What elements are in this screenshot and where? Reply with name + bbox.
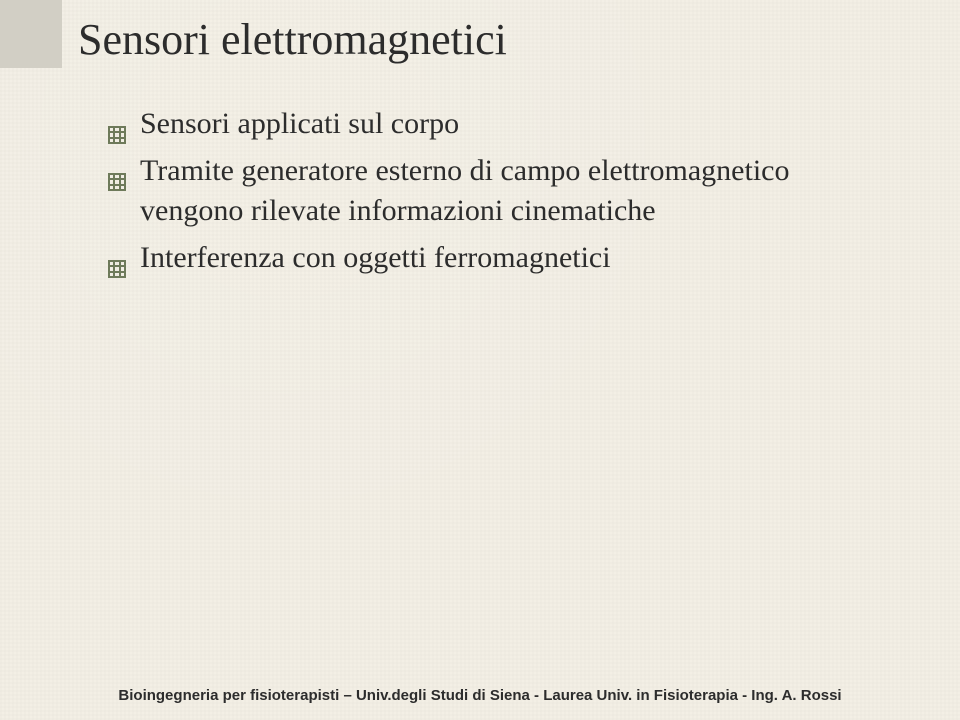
slide-footer: Bioingegneria per fisioterapisti – Univ.… <box>0 687 960 704</box>
slide: Sensori elettromagnetici Sensori applica… <box>0 0 960 720</box>
list-item: Interferenza con oggetti ferromagnetici <box>108 238 880 279</box>
hash-icon <box>108 249 126 267</box>
slide-title: Sensori elettromagnetici <box>78 14 507 65</box>
bullet-text: Sensori applicati sul corpo <box>140 104 880 145</box>
list-item: Tramite generatore esterno di campo elet… <box>108 151 880 232</box>
bullet-text: Tramite generatore esterno di campo elet… <box>140 151 880 232</box>
slide-body: Sensori applicati sul corpo Tramite gene… <box>108 104 880 284</box>
hash-icon <box>108 115 126 133</box>
hash-icon <box>108 162 126 180</box>
list-item: Sensori applicati sul corpo <box>108 104 880 145</box>
bullet-text: Interferenza con oggetti ferromagnetici <box>140 238 880 279</box>
accent-block <box>0 0 62 68</box>
